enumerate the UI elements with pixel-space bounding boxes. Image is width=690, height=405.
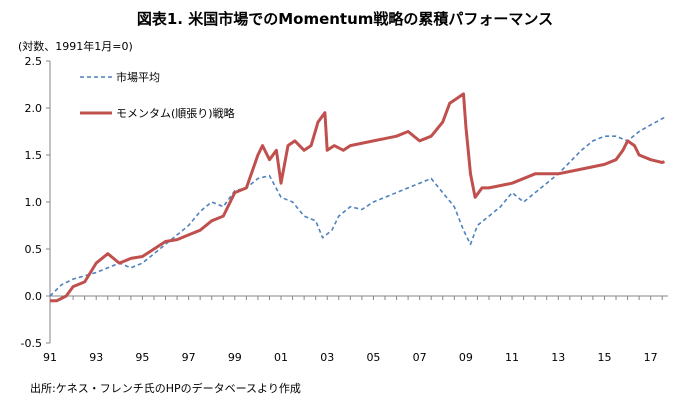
y-tick-label: -0.5 [21, 337, 42, 350]
x-tick-label: 99 [228, 351, 242, 364]
y-tick-label: 0.5 [25, 243, 43, 256]
x-tick-label: 93 [89, 351, 103, 364]
y-tick-label: 0.0 [25, 290, 43, 303]
x-tick-label: 95 [135, 351, 149, 364]
x-tick-label: 17 [644, 351, 658, 364]
x-tick-label: 15 [597, 351, 611, 364]
legend-momentum-label: モメンタム(順張り)戦略 [116, 106, 235, 120]
chart-title: 図表1. 米国市場でのMomentum戦略の累積パフォーマンス [136, 10, 554, 28]
x-tick-label: 07 [413, 351, 427, 364]
x-tick-label: 05 [366, 351, 380, 364]
x-tick-label: 97 [182, 351, 196, 364]
x-tick-label: 03 [320, 351, 334, 364]
x-tick-label: 09 [459, 351, 473, 364]
x-tick-label: 11 [505, 351, 519, 364]
x-tick-label: 01 [274, 351, 288, 364]
momentum-strategy-line [50, 92, 666, 303]
axes: 2.5 2.0 1.5 1.0 0.5 0.0 -0.591 93 95 97 99 01 03 05 07… [21, 55, 668, 364]
y-tick-label: 2.0 [25, 102, 43, 115]
y-tick-label: 1.5 [25, 149, 43, 162]
y-axis-label: (対数、1991年1月=0) [18, 40, 133, 53]
x-tick-label: 91 [43, 351, 57, 364]
source-note: 出所:ケネス・フレンチ氏のHPのデータベースより作成 [30, 382, 301, 395]
y-tick-label: 2.5 [25, 55, 43, 68]
series-lines [49, 92, 666, 303]
y-tick-label: 1.0 [25, 196, 43, 209]
legend-market-label: 市場平均 [116, 70, 160, 84]
x-tick-label: 13 [551, 351, 565, 364]
